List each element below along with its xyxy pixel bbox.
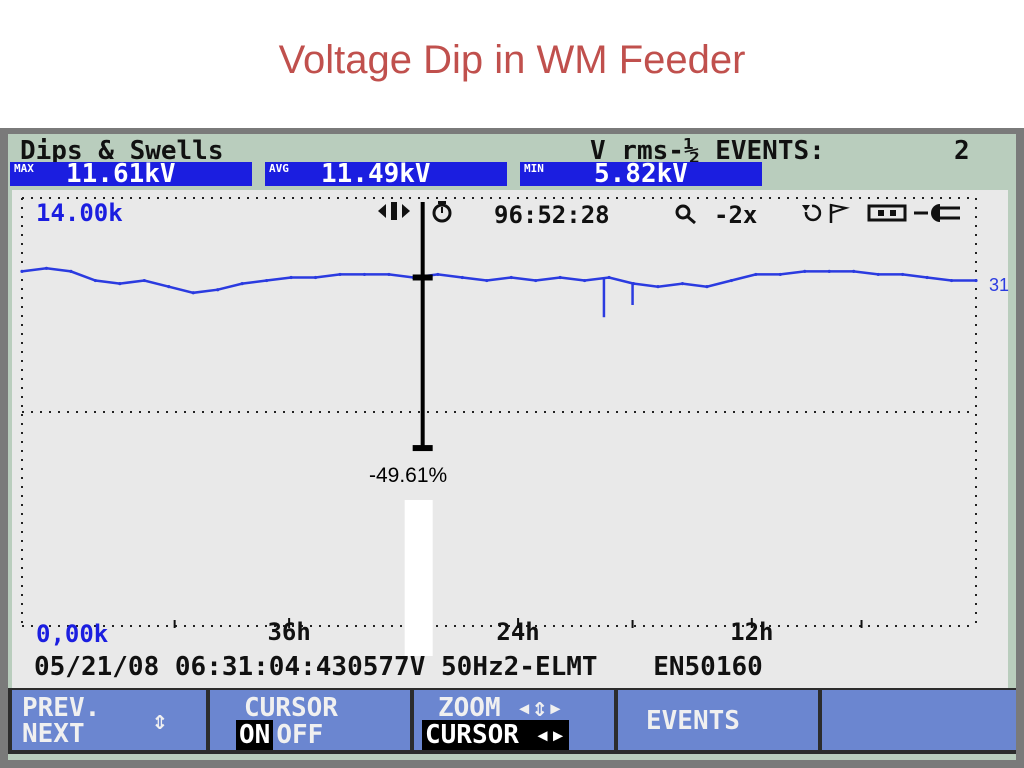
max-value: 11.61kV (66, 159, 176, 189)
cursor-toggle: ON OFF (236, 720, 326, 750)
cursor-on[interactable]: ON (236, 720, 274, 750)
plot-area (12, 190, 1008, 688)
cursor-key[interactable]: CURSOR ON OFF (210, 690, 410, 750)
status-config: 2-ELMT (503, 652, 598, 682)
status-nominal-voltage: 577V (362, 652, 426, 682)
status-date: 05/21/08 (34, 652, 160, 682)
prev-label: PREV. (22, 693, 101, 723)
avg-stat-box: AVG 11.49kV (265, 159, 507, 189)
status-time: 06:31:04:430 (174, 652, 363, 682)
zoom-cursor-mode: CURSOR ◂▸ (422, 720, 569, 750)
status-bar: 05/21/08 06:31:04:430577V 50Hz2-ELMT EN5… (34, 652, 763, 682)
measurement-mode: V rms-½ EVENTS: (590, 136, 825, 166)
min-stat-box: MIN 5.82kV (520, 159, 762, 189)
min-value: 5.82kV (594, 159, 688, 189)
zoom-key[interactable]: ZOOM ◂⇕▸ CURSOR ◂▸ (414, 690, 614, 750)
cursor-key-title: CURSOR (244, 693, 338, 723)
cursor-off[interactable]: OFF (276, 720, 324, 750)
screen-title: Dips & Swells (20, 136, 224, 166)
status-frequency: 50Hz (441, 652, 504, 682)
zoom-key-title: ZOOM ◂⇕▸ (438, 693, 564, 723)
event-count: 2 (954, 136, 970, 166)
events-key-label: EVENTS (646, 706, 740, 736)
max-label: MAX (14, 162, 34, 175)
min-label: MIN (524, 162, 544, 175)
max-stat-box: MAX 11.61kV (10, 159, 252, 189)
avg-label: AVG (269, 162, 289, 175)
status-standard: EN50160 (653, 652, 763, 682)
blank-function-key[interactable] (822, 690, 1016, 750)
prev-next-key[interactable]: PREV. NEXT ⇕ (12, 690, 206, 750)
avg-value: 11.49kV (321, 159, 431, 189)
updown-arrow-icon: ⇕ (152, 706, 168, 736)
next-label: NEXT (22, 719, 85, 749)
slide-title: Voltage Dip in WM Feeder (278, 38, 746, 82)
events-key[interactable]: EVENTS (618, 690, 818, 750)
